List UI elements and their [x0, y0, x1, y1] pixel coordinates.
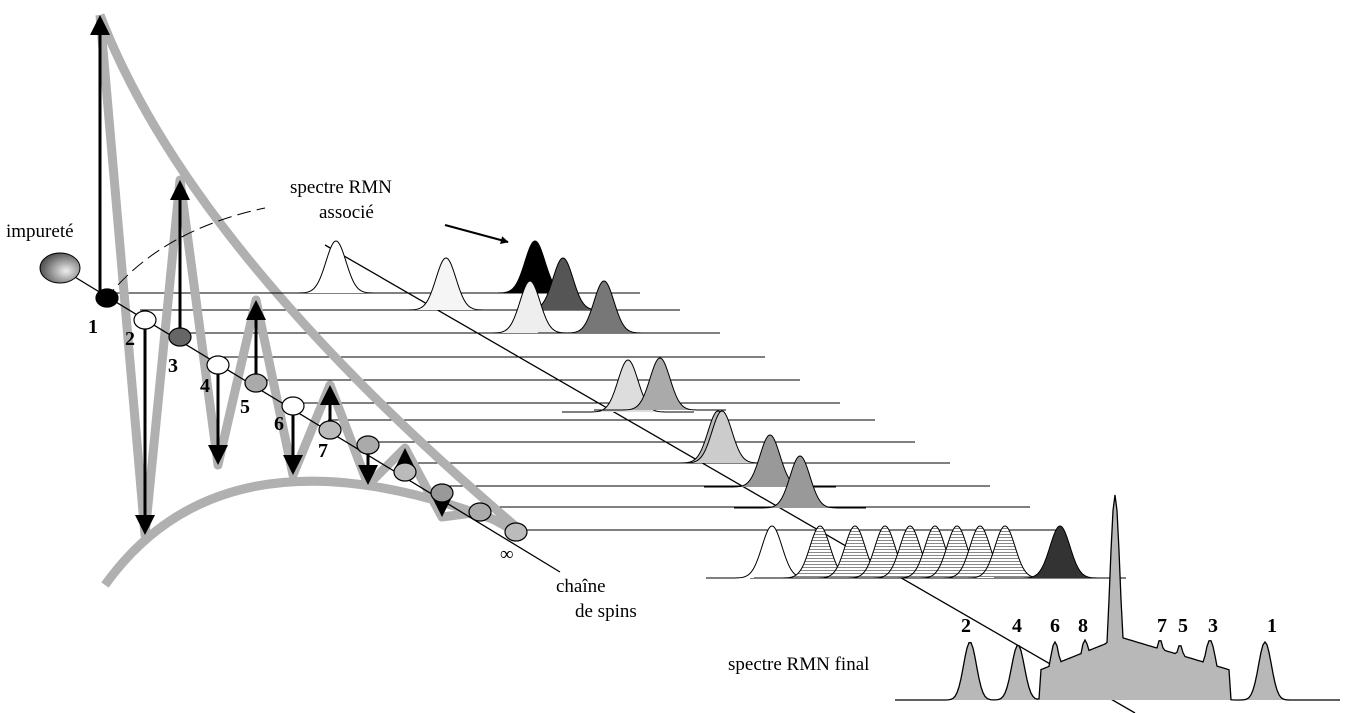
spin-number: 5: [240, 396, 250, 418]
spin: [468, 502, 492, 522]
spin: [504, 522, 528, 542]
peak-label: 6: [1050, 615, 1060, 637]
spectrum-label: spectre RMN: [290, 177, 392, 198]
nmr-peak: [734, 455, 866, 509]
arrow-head: [395, 448, 415, 468]
arrow-head: [246, 300, 266, 320]
arrow-head: [135, 515, 155, 535]
nmr-peak: [562, 359, 694, 413]
oscillation: [95, 14, 519, 540]
arrow-head: [208, 445, 228, 465]
spin: [206, 355, 230, 375]
pointer-arrow: [444, 224, 509, 244]
spin: [244, 373, 268, 393]
arrow-head: [90, 15, 110, 35]
spin: [133, 310, 157, 330]
nmr-peak: [380, 257, 512, 311]
spin: [318, 420, 342, 440]
nmr-peak: [994, 525, 1126, 579]
infinity-label: ∞: [500, 544, 514, 565]
arrow-head: [283, 455, 303, 475]
envelope: [95, 13, 523, 534]
spin-number: 6: [274, 413, 284, 435]
arrow-head: [358, 465, 378, 485]
spin-number: 1: [88, 316, 98, 338]
spectrum-label: associé: [319, 202, 374, 223]
final-spectrum: [895, 494, 1340, 701]
envelope: [101, 476, 522, 588]
spin: [281, 396, 305, 416]
diagonal: [324, 244, 1136, 713]
dashed-arc: [104, 207, 266, 301]
spin-number: 3: [168, 355, 178, 377]
spin-number: 4: [200, 375, 210, 397]
spin: [168, 327, 192, 347]
spin: [393, 462, 417, 482]
impurity-label: impureté: [6, 221, 74, 242]
arrow-head: [432, 497, 452, 517]
spin-number: 2: [125, 328, 135, 350]
peak-label: 4: [1012, 615, 1022, 637]
spin: [356, 435, 380, 455]
arrow-head: [170, 180, 190, 200]
chain-label: chaîne: [556, 576, 606, 597]
nmr-peak: [469, 240, 601, 294]
spin: [95, 288, 119, 308]
layout: [59, 13, 1340, 713]
peak-label: 3: [1208, 615, 1218, 637]
nmr-peak: [270, 240, 402, 294]
final-spectrum-label: spectre RMN final: [728, 654, 869, 675]
peak-label: 5: [1178, 615, 1188, 637]
spin: [430, 483, 454, 503]
nmr-peak: [594, 357, 726, 411]
peak-label: 2: [961, 615, 971, 637]
spin-number: 7: [318, 440, 328, 462]
peak-label: 1: [1267, 615, 1277, 637]
peak-label: 8: [1078, 615, 1088, 637]
chain-label: de spins: [575, 601, 637, 622]
impurity: [39, 252, 81, 284]
peak-label: 7: [1157, 615, 1167, 637]
nmr-peak: [538, 280, 670, 334]
arrow-head: [320, 385, 340, 405]
